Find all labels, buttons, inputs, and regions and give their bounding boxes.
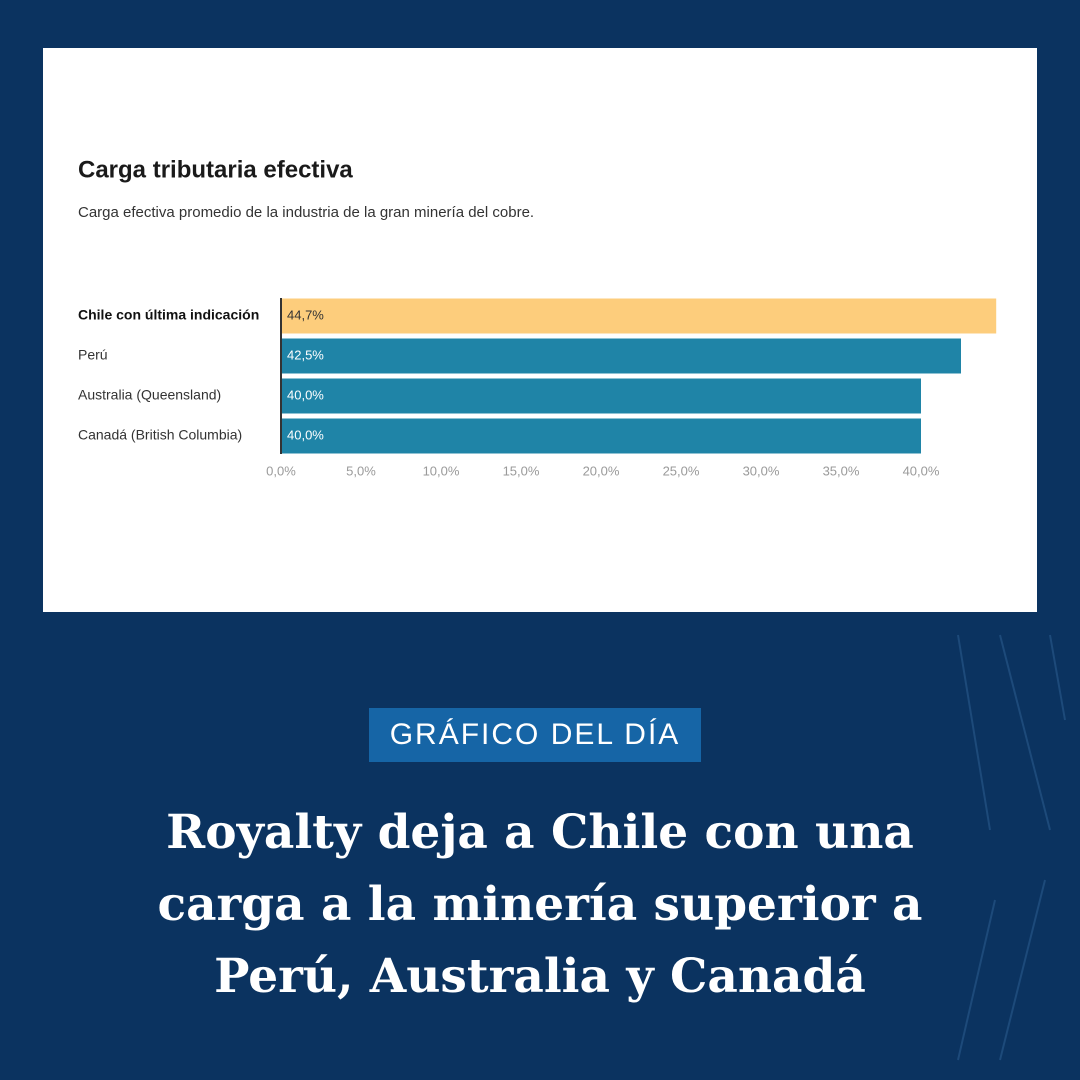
headline-line: carga a la minería superior a xyxy=(157,877,922,932)
bar xyxy=(281,338,961,374)
plot: 0,0% 5,0% 10,0% 15,0% 20,0% 25,0% 30,0% 35,0% 40… xyxy=(78,298,997,478)
headline: Royalty deja a Chile con una carga a la m… xyxy=(157,805,922,1004)
x-tick-label: 15,0% xyxy=(503,463,540,478)
chart-subtitle: Carga efectiva promedio de la industria … xyxy=(78,204,534,221)
decoration xyxy=(957,634,1066,1061)
x-tick-label: 25,0% xyxy=(663,463,700,478)
bar xyxy=(281,418,921,454)
headline-line: Royalty deja a Chile con una xyxy=(166,805,914,860)
headline-line: Perú, Australia y Canadá xyxy=(214,949,866,1004)
bar xyxy=(281,378,921,414)
bar xyxy=(281,298,997,334)
category-label: Canadá (British Columbia) xyxy=(78,427,242,443)
category-label: Chile con última indicación xyxy=(78,307,259,323)
badge-box xyxy=(369,708,701,762)
value-label: 44,7% xyxy=(287,307,324,322)
category-label: Australia (Queensland) xyxy=(78,387,221,403)
x-tick-label: 10,0% xyxy=(423,463,460,478)
x-tick-label: 5,0% xyxy=(346,463,376,478)
value-label: 40,0% xyxy=(287,427,324,442)
decor-lines xyxy=(957,634,1066,1061)
value-label: 40,0% xyxy=(287,387,324,402)
x-tick-label: 20,0% xyxy=(583,463,620,478)
x-tick-label: 35,0% xyxy=(823,463,860,478)
x-tick-label: 0,0% xyxy=(266,463,296,478)
value-label: 42,5% xyxy=(287,347,324,362)
badge: GRÁFICO DEL DÍA xyxy=(390,718,681,751)
x-tick-label: 30,0% xyxy=(743,463,780,478)
category-label: Perú xyxy=(78,347,108,363)
chart-title: Carga tributaria efectiva xyxy=(78,156,353,183)
x-tick-label: 40,0% xyxy=(903,463,940,478)
